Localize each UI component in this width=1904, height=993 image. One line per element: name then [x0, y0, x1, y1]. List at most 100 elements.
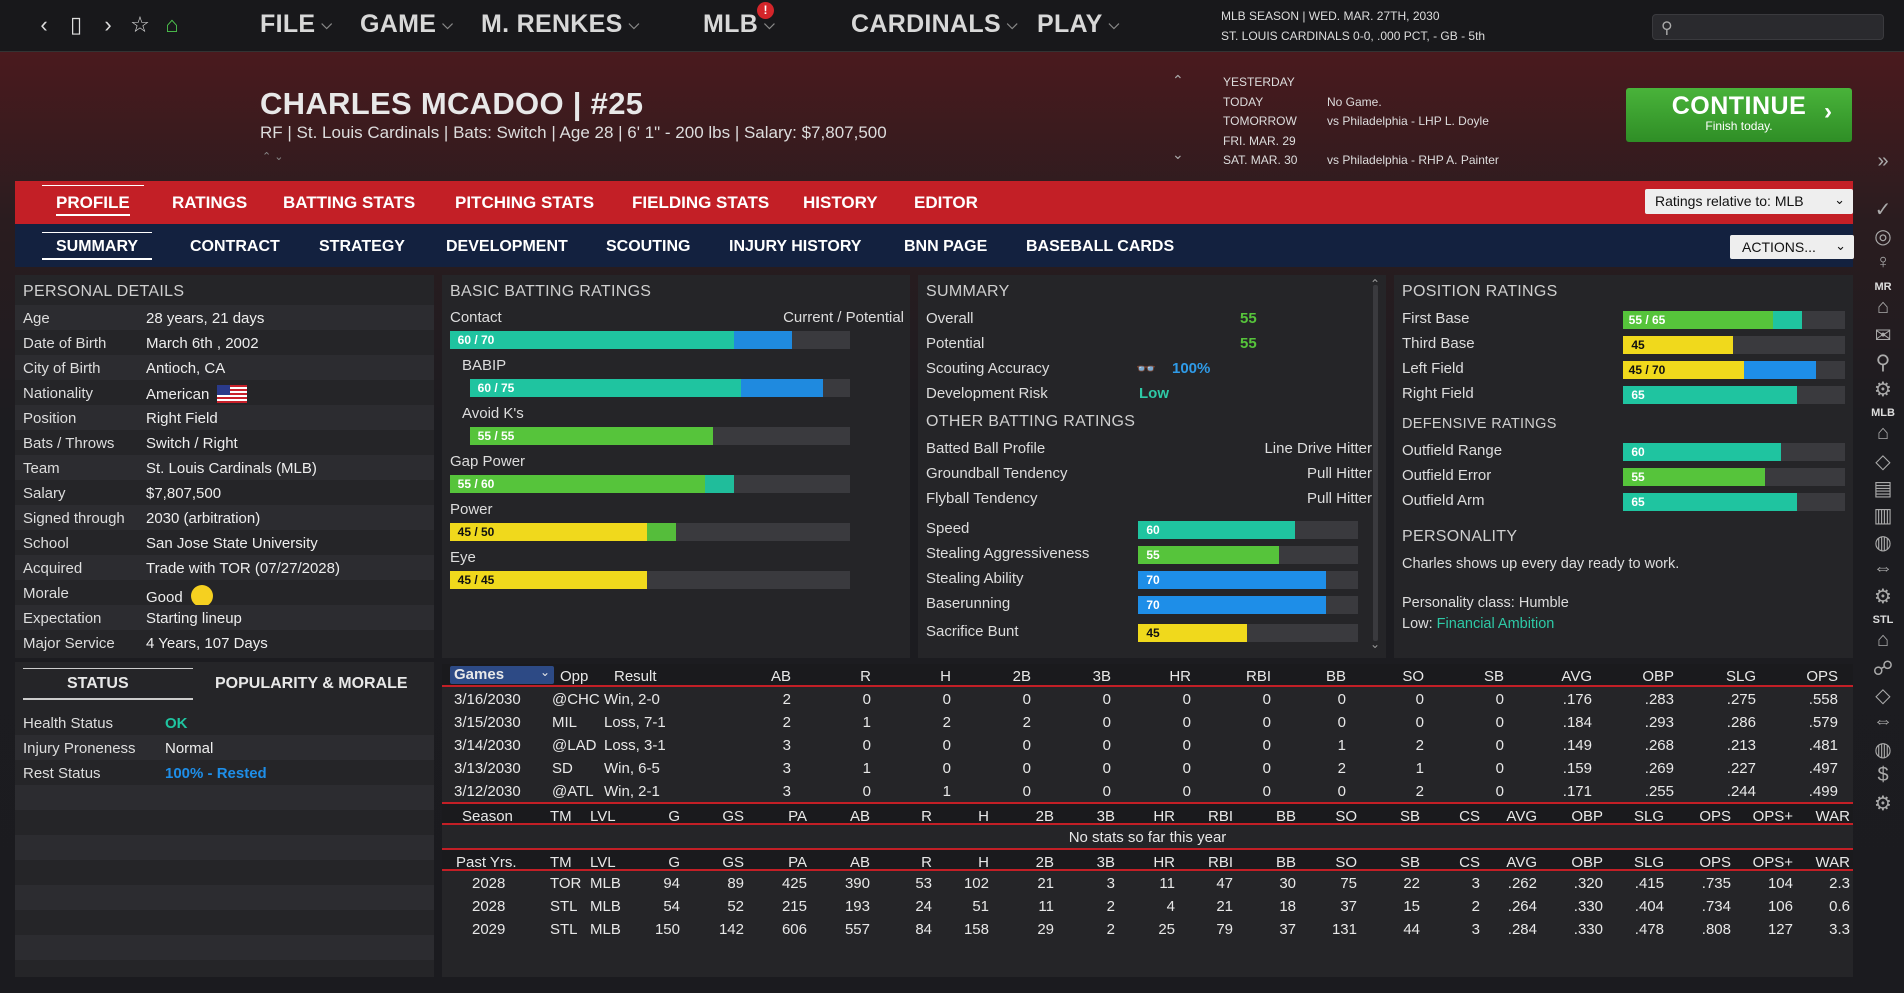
check-icon[interactable]: ✓ [1874, 199, 1892, 221]
personal-value-text: Trade with TOR (07/27/2028) [146, 560, 340, 577]
cell: OPS [1699, 808, 1731, 825]
star-icon[interactable]: ☆ [130, 12, 150, 37]
personal-row: Salary $7,807,500 [15, 480, 434, 505]
diamond-icon[interactable]: ◇ [1875, 451, 1891, 473]
baseball-icon[interactable]: ◍ [1874, 739, 1892, 761]
cell: 2 [1415, 783, 1424, 800]
cell: @ATL [552, 783, 594, 800]
cell: .284 [1507, 921, 1537, 938]
cell: PA [788, 854, 807, 871]
menu-play[interactable]: PLAY ⌵ [1037, 10, 1120, 38]
lightbulb-icon[interactable]: ♀ [1875, 251, 1891, 273]
tab-development[interactable]: DEVELOPMENT [446, 238, 568, 255]
mail-icon[interactable]: ✉ [1874, 325, 1892, 347]
diamond-icon[interactable]: ◇ [1875, 685, 1891, 707]
scroll-up-icon[interactable]: ⌃ [1370, 277, 1381, 291]
schedule-up-icon[interactable]: ⌃ [1172, 72, 1184, 88]
roster-icon[interactable]: ☍ [1872, 658, 1894, 680]
tab-bnn-page[interactable]: BNN PAGE [904, 238, 988, 255]
cell: .293 [1644, 714, 1674, 731]
back-icon[interactable]: ‹ [40, 12, 48, 37]
scroll-down-icon[interactable]: ⌄ [1370, 637, 1381, 651]
cell: 2.3 [1829, 875, 1850, 892]
tab-fielding-stats[interactable]: FIELDING STATS [632, 193, 770, 212]
cell: 2 [942, 714, 951, 731]
forward-icon[interactable]: › [104, 12, 112, 37]
tab-profile[interactable]: PROFILE [42, 185, 144, 216]
chart-icon[interactable]: ▥ [1873, 505, 1893, 527]
tab-ratings[interactable]: RATINGS [172, 193, 248, 212]
tab-batting-stats[interactable]: BATTING STATS [283, 193, 416, 212]
speed-rating-label: Stealing Aggressiveness [926, 545, 1090, 562]
window-icon[interactable]: ▯ [69, 12, 83, 37]
trade-icon[interactable]: ⇔ [1873, 710, 1893, 732]
menu-file[interactable]: FILE ⌵ [260, 10, 333, 38]
dollar-icon[interactable]: $ [1877, 764, 1889, 786]
continue-button[interactable]: CONTINUE Finish today. › [1626, 88, 1852, 142]
smiley-icon [190, 585, 213, 607]
home-icon[interactable]: ⌂ [165, 12, 179, 37]
tab-popularity-morale[interactable]: POPULARITY & MORALE [215, 675, 408, 692]
menu-manager[interactable]: M. RENKES ⌵ [481, 10, 640, 38]
tab-injury-history[interactable]: INJURY HISTORY [729, 238, 862, 255]
player-updown-icon[interactable]: ⌃ ⌄ [262, 151, 284, 163]
cell: SO [1402, 668, 1424, 685]
tab-contract[interactable]: CONTRACT [190, 238, 280, 255]
menu-mlb[interactable]: MLB ⌵ [703, 10, 775, 38]
personality-low-value: Financial Ambition [1436, 616, 1555, 632]
menu-cardinals[interactable]: CARDINALS ⌵ [851, 10, 1018, 38]
baseball-icon[interactable]: ◍ [1874, 532, 1892, 554]
actions-select[interactable]: ACTIONS... ⌄ [1730, 235, 1854, 259]
us-flag-icon [217, 385, 248, 403]
cell: 0 [1102, 737, 1111, 754]
cell: .283 [1644, 691, 1674, 708]
tab-editor[interactable]: EDITOR [914, 193, 978, 212]
personal-value: Starting lineup [146, 610, 242, 627]
gear-icon[interactable]: ⚙ [1874, 586, 1892, 608]
globe-icon[interactable]: ◎ [1874, 226, 1892, 248]
cell: 150 [654, 921, 680, 938]
cell: 3/13/2030 [454, 760, 521, 777]
search-icon[interactable]: ⚲ [1875, 352, 1891, 374]
tab-summary[interactable]: SUMMARY [41, 232, 153, 260]
tab-pitching-stats[interactable]: PITCHING STATS [455, 193, 595, 212]
past-row: 2028 STL MLB 54 52 215 193 24 51 11 2 4 21 18 37 15 2.26… [442, 894, 1853, 917]
gear-icon[interactable]: ⚙ [1874, 793, 1892, 815]
trade-icon[interactable]: ⇔ [1873, 557, 1893, 579]
batting-rating-bar: 55 / 60 [450, 475, 850, 493]
tab-status[interactable]: STATUS [67, 675, 129, 692]
ratings-relative-select[interactable]: Ratings relative to: MLB ⌄ [1645, 189, 1853, 214]
season-line2: ST. LOUIS CARDINALS 0-0, .000 PCT, - GB … [1221, 29, 1486, 43]
collapse-icon[interactable]: » [1877, 150, 1889, 172]
status-value: 100% - Rested [165, 765, 267, 782]
search-input[interactable]: ⚲ [1652, 14, 1884, 40]
cell: SD [552, 760, 573, 777]
menu-game[interactable]: GAME ⌵ [360, 10, 454, 38]
news-icon[interactable]: ▤ [1873, 478, 1893, 500]
cell: 0 [1495, 714, 1504, 731]
schedule-down-icon[interactable]: ⌄ [1172, 146, 1184, 162]
tab-strategy[interactable]: STRATEGY [319, 238, 405, 255]
tab-baseball-cards[interactable]: BASEBALL CARDS [1026, 238, 1175, 255]
games-select[interactable]: Games ⌄ [450, 665, 554, 684]
tab-scouting[interactable]: SCOUTING [606, 238, 691, 255]
other-batting-title: OTHER BATTING RATINGS [926, 413, 1136, 430]
cell: 47 [1216, 875, 1233, 892]
tab-history[interactable]: HISTORY [803, 193, 878, 212]
gear-icon[interactable]: ⚙ [1874, 379, 1892, 401]
cell: .227 [1726, 760, 1756, 777]
personal-value: 2030 (arbitration) [146, 510, 260, 527]
home-icon[interactable]: ⌂ [1876, 296, 1890, 318]
home-icon[interactable]: ⌂ [1876, 422, 1890, 444]
summary-scrollbar[interactable] [1373, 285, 1378, 641]
cell: 53 [915, 875, 932, 892]
development-risk-label: Development Risk [926, 385, 1048, 402]
cell: SB [1399, 854, 1420, 871]
home-icon[interactable]: ⌂ [1876, 629, 1890, 651]
personal-value-text: $7,807,500 [146, 485, 222, 502]
cell: 0 [1182, 783, 1191, 800]
games-select-label: Games [454, 666, 505, 683]
other-rating-label: Batted Ball Profile [926, 440, 1046, 457]
personal-row: School San Jose State University [15, 530, 434, 555]
continue-sub: Finish today. [1705, 119, 1773, 133]
